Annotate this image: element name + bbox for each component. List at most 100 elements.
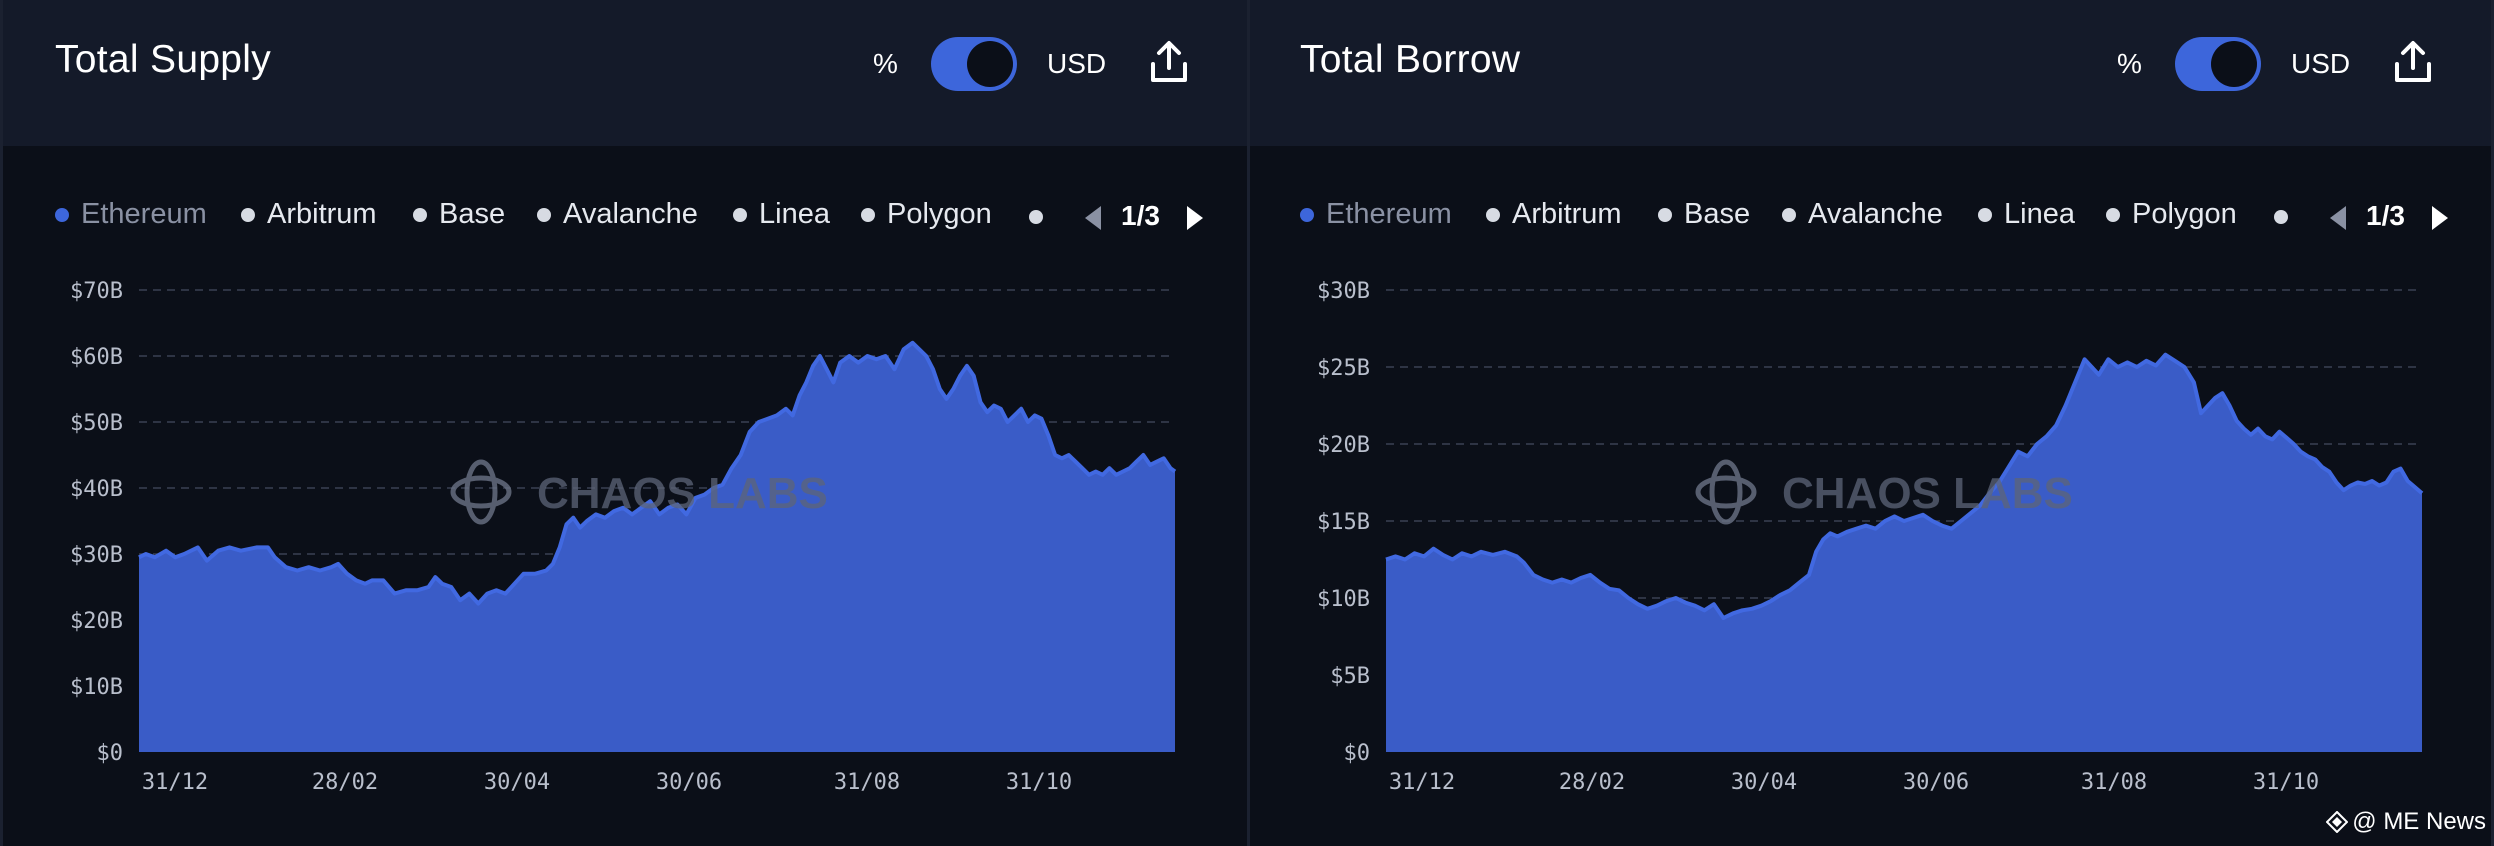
y-tick-label: $30B — [1317, 279, 1370, 304]
usd-label: USD — [1047, 48, 1107, 79]
watermark: CHAOS LABS — [1695, 459, 2073, 525]
legend-label: Avalanche — [563, 198, 698, 230]
pager-label: 1/3 — [1121, 200, 1160, 231]
legend: Ethereum Arbitrum Base Avalanche Linea P… — [1300, 198, 2460, 238]
credit-badge: @ ME News — [2326, 808, 2486, 836]
x-tick-label: 31/10 — [1006, 770, 1072, 795]
y-tick-label: $15B — [1317, 510, 1370, 535]
toggle-knob — [967, 41, 1013, 87]
x-tick-label: 31/12 — [1389, 770, 1455, 795]
toggle-knob — [2211, 41, 2257, 87]
legend-item-polygon[interactable]: Polygon — [2106, 198, 2237, 231]
y-tick-label: $20B — [1317, 433, 1370, 458]
borrow-chart: $0 $5B $10B $15B $20B $25B $30B 31/12 28/02 30/0… — [1317, 279, 2424, 795]
line-series-ethereum — [138, 340, 1177, 606]
legend-dot — [241, 207, 255, 222]
x-tick-label: 31/12 — [142, 770, 208, 795]
usd-label: USD — [2291, 48, 2351, 79]
panel-header: Total Borrow % USD — [1250, 0, 2491, 146]
x-ticks: 31/12 28/02 30/04 30/06 31/08 31/10 — [142, 770, 1072, 795]
panel-title: Total Supply — [55, 38, 272, 81]
legend-dot — [1978, 207, 1992, 222]
legend-label: Base — [1684, 198, 1751, 230]
watermark-text: CHAOS LABS — [1782, 469, 2073, 518]
legend-label: Arbitrum — [267, 198, 377, 230]
legend-label: Avalanche — [1808, 198, 1943, 230]
y-tick-label: $20B — [70, 609, 123, 634]
legend-dot — [537, 207, 551, 222]
legend-item-linea[interactable]: Linea — [733, 198, 830, 231]
legend-label: Arbitrum — [1512, 198, 1622, 230]
legend-dot — [413, 207, 427, 222]
legend-item-linea[interactable]: Linea — [1978, 198, 2075, 231]
legend-item-arbitrum[interactable]: Arbitrum — [1486, 198, 1622, 231]
legend-item-more[interactable] — [2274, 210, 2288, 224]
legend-item-arbitrum[interactable]: Arbitrum — [241, 198, 377, 231]
supply-panel: Total Supply % USD Ethereum Arbitrum Bas… — [0, 0, 1250, 846]
legend-dot — [1486, 207, 1500, 222]
x-tick-label: 30/04 — [1731, 770, 1797, 795]
legend-item-avalanche[interactable]: Avalanche — [537, 198, 698, 231]
legend-label: Linea — [759, 198, 830, 230]
legend-dot — [55, 207, 69, 222]
legend-item-more[interactable] — [1029, 210, 1043, 224]
x-tick-label: 30/06 — [656, 770, 722, 795]
percent-label: % — [873, 48, 898, 79]
panel-title: Total Borrow — [1300, 38, 1521, 81]
y-tick-label: $40B — [70, 477, 123, 502]
y-tick-label: $60B — [70, 345, 123, 370]
x-ticks: 31/12 28/02 30/04 30/06 31/08 31/10 — [1389, 770, 2319, 795]
legend-item-avalanche[interactable]: Avalanche — [1782, 198, 1943, 231]
legend-label: Base — [439, 198, 506, 230]
panel-header: Total Supply % USD — [3, 0, 1247, 146]
x-tick-label: 28/02 — [1559, 770, 1625, 795]
export-icon[interactable] — [1147, 40, 1191, 86]
y-tick-label: $0 — [1344, 741, 1371, 766]
legend-item-ethereum[interactable]: Ethereum — [1300, 198, 1452, 231]
y-ticks: $0 $5B $10B $15B $20B $25B $30B — [1317, 279, 1370, 766]
x-tick-label: 28/02 — [312, 770, 378, 795]
export-icon[interactable] — [2391, 40, 2435, 86]
y-tick-label: $30B — [70, 543, 123, 568]
watermark-text: CHAOS LABS — [537, 469, 828, 518]
legend-item-base[interactable]: Base — [1658, 198, 1750, 231]
legend-dot — [861, 207, 875, 222]
legend-label: Linea — [2004, 198, 2075, 230]
y-tick-label: $10B — [1317, 587, 1370, 612]
y-tick-label: $0 — [97, 741, 124, 766]
area-series-ethereum — [139, 342, 1175, 752]
y-tick-label: $5B — [1330, 664, 1370, 689]
x-tick-label: 30/06 — [1903, 770, 1969, 795]
area-series-ethereum — [1386, 354, 2422, 752]
pager-label: 1/3 — [2366, 200, 2405, 231]
watermark: CHAOS LABS — [450, 459, 828, 525]
chevron-left-icon[interactable] — [2328, 204, 2348, 232]
legend-item-base[interactable]: Base — [413, 198, 505, 231]
chaos-labs-logo-icon — [1695, 459, 1757, 525]
unit-toggle[interactable] — [2175, 37, 2261, 91]
legend-label: Polygon — [887, 198, 992, 230]
legend-dot — [1782, 207, 1796, 222]
chevron-right-icon[interactable] — [2430, 204, 2450, 232]
legend-label: Polygon — [2132, 198, 2237, 230]
diamond-logo-icon — [2326, 811, 2349, 833]
supply-chart: $0 $10B $20B $30B $40B $50B $60B $70B 31/12 28/0… — [70, 279, 1177, 795]
legend-item-polygon[interactable]: Polygon — [861, 198, 992, 231]
legend-dot — [1658, 207, 1672, 222]
x-tick-label: 30/04 — [484, 770, 550, 795]
chevron-right-icon[interactable] — [1185, 204, 1205, 232]
credit-text: @ ME News — [2352, 808, 2486, 835]
legend-item-ethereum[interactable]: Ethereum — [55, 198, 207, 231]
y-tick-label: $50B — [70, 411, 123, 436]
unit-toggle[interactable] — [931, 37, 1017, 91]
legend: Ethereum Arbitrum Base Avalanche Linea P… — [55, 198, 1215, 238]
x-tick-label: 31/08 — [834, 770, 900, 795]
chevron-left-icon[interactable] — [1083, 204, 1103, 232]
chaos-labs-logo-icon — [450, 459, 512, 525]
y-tick-label: $10B — [70, 675, 123, 700]
y-tick-label: $25B — [1317, 356, 1370, 381]
legend-dot — [1300, 207, 1314, 222]
x-tick-label: 31/08 — [2081, 770, 2147, 795]
y-ticks: $0 $10B $20B $30B $40B $50B $60B $70B — [70, 279, 123, 766]
percent-label: % — [2117, 48, 2142, 79]
